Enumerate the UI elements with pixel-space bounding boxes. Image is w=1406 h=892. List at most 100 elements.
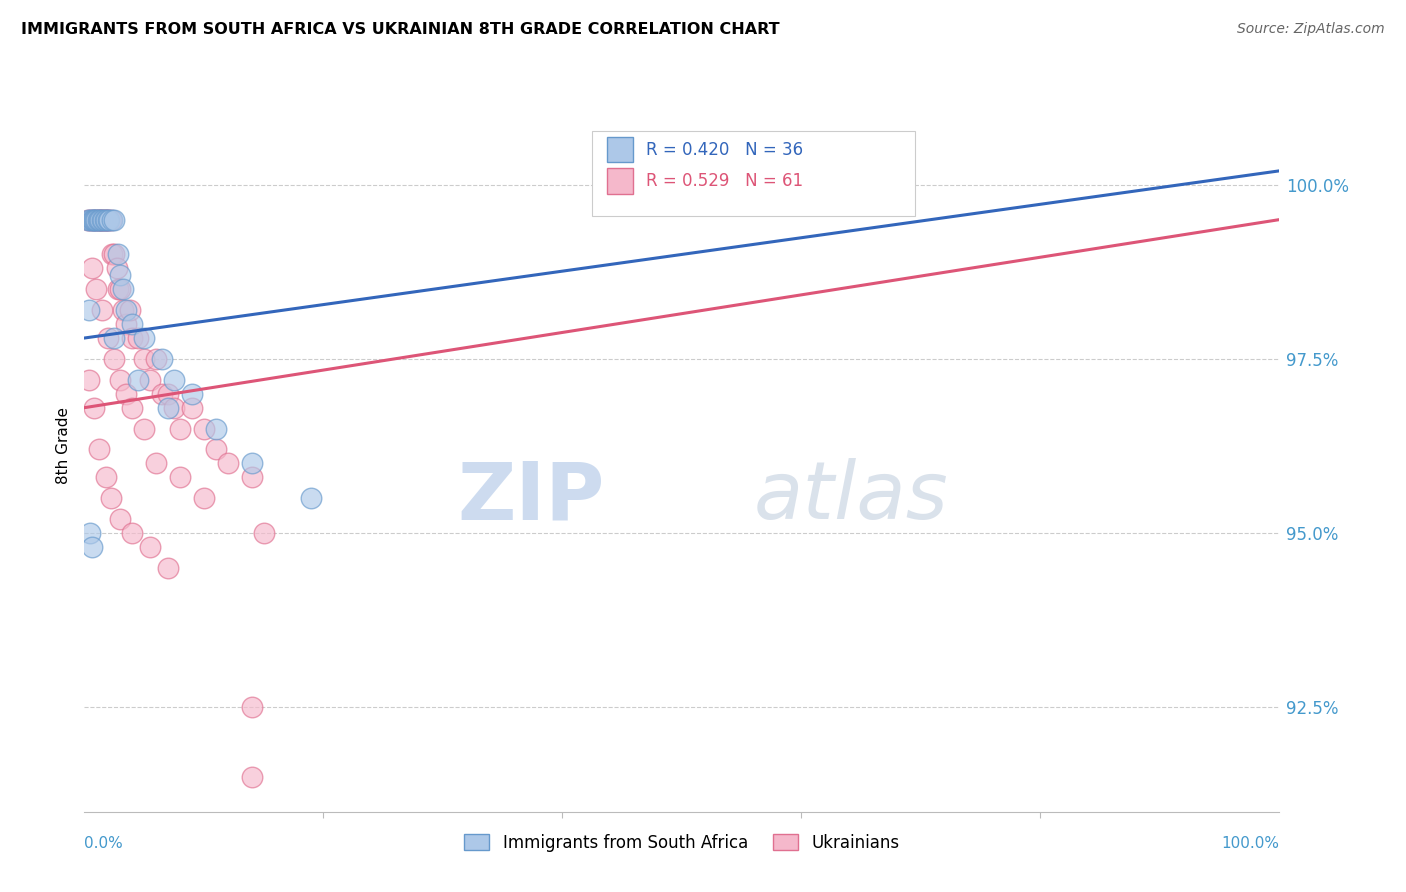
Point <box>89 212 111 227</box>
Point <box>98 212 121 227</box>
Point <box>103 331 125 345</box>
Point <box>79 212 101 227</box>
Point <box>80 540 103 554</box>
Point <box>121 317 143 331</box>
Text: Source: ZipAtlas.com: Source: ZipAtlas.com <box>1237 22 1385 37</box>
Point <box>89 212 111 227</box>
Point <box>169 421 191 435</box>
Point <box>139 373 162 387</box>
Point <box>86 212 108 227</box>
Point <box>103 351 125 366</box>
Point <box>150 386 173 401</box>
Point <box>83 401 105 415</box>
Text: 100.0%: 100.0% <box>1222 836 1279 851</box>
Point <box>86 212 108 227</box>
Point <box>163 401 186 415</box>
Point <box>91 212 114 227</box>
Point <box>240 770 263 784</box>
Point <box>87 212 110 227</box>
Text: R = 0.420   N = 36: R = 0.420 N = 36 <box>647 141 803 159</box>
Point <box>150 351 173 366</box>
Point <box>101 247 124 261</box>
Point <box>86 212 108 227</box>
Point <box>127 373 149 387</box>
Point <box>101 212 124 227</box>
Point <box>145 351 167 366</box>
Point <box>97 212 120 227</box>
Point <box>87 442 110 457</box>
Point <box>79 212 101 227</box>
Point <box>80 261 103 276</box>
Point <box>217 457 239 471</box>
Point <box>82 212 104 227</box>
Bar <box>606 169 633 194</box>
Point <box>105 261 128 276</box>
Point <box>86 212 108 227</box>
Point <box>111 282 134 296</box>
Point <box>193 491 215 506</box>
Y-axis label: 8th Grade: 8th Grade <box>56 408 72 484</box>
Point <box>115 386 138 401</box>
Point <box>193 421 215 435</box>
Point <box>157 401 180 415</box>
Legend: Immigrants from South Africa, Ukrainians: Immigrants from South Africa, Ukrainians <box>458 827 905 858</box>
Point <box>77 373 100 387</box>
Point <box>240 700 263 714</box>
Point <box>77 212 100 227</box>
Point <box>132 421 156 435</box>
Point <box>77 303 100 318</box>
Text: atlas: atlas <box>754 458 949 536</box>
Text: ZIP: ZIP <box>457 458 605 536</box>
Point <box>103 247 125 261</box>
Point <box>111 303 134 318</box>
Point <box>240 457 263 471</box>
Text: R = 0.529   N = 61: R = 0.529 N = 61 <box>647 172 803 190</box>
Point <box>163 373 186 387</box>
Point <box>82 212 104 227</box>
Point <box>94 212 117 227</box>
FancyBboxPatch shape <box>592 131 915 216</box>
Point <box>115 317 138 331</box>
Point <box>86 282 108 296</box>
Point <box>94 212 117 227</box>
Point <box>83 212 105 227</box>
Point <box>205 442 228 457</box>
Point <box>157 386 180 401</box>
Point <box>103 212 125 227</box>
Point <box>91 212 114 227</box>
Text: IMMIGRANTS FROM SOUTH AFRICA VS UKRAINIAN 8TH GRADE CORRELATION CHART: IMMIGRANTS FROM SOUTH AFRICA VS UKRAINIA… <box>21 22 780 37</box>
Point <box>132 351 156 366</box>
Point <box>93 212 115 227</box>
Point <box>181 401 204 415</box>
Point <box>132 331 156 345</box>
Point <box>121 526 143 541</box>
Point <box>205 421 228 435</box>
Point <box>100 491 122 506</box>
Point <box>97 331 120 345</box>
Point <box>253 526 276 541</box>
Point <box>110 512 132 526</box>
Point <box>110 373 132 387</box>
Point <box>84 212 107 227</box>
Point <box>110 268 132 283</box>
Point <box>127 331 149 345</box>
Point <box>80 212 103 227</box>
Point <box>121 401 143 415</box>
Bar <box>606 136 633 162</box>
Point <box>93 212 115 227</box>
Point <box>87 212 110 227</box>
Point <box>301 491 323 506</box>
Point <box>77 212 100 227</box>
Point <box>100 212 122 227</box>
Point <box>118 303 141 318</box>
Point <box>181 386 204 401</box>
Point <box>240 470 263 484</box>
Point <box>110 282 132 296</box>
Point <box>83 212 105 227</box>
Point <box>94 470 117 484</box>
Point <box>169 470 191 484</box>
Point <box>107 247 129 261</box>
Text: 0.0%: 0.0% <box>84 836 124 851</box>
Point <box>90 212 112 227</box>
Point <box>115 303 138 318</box>
